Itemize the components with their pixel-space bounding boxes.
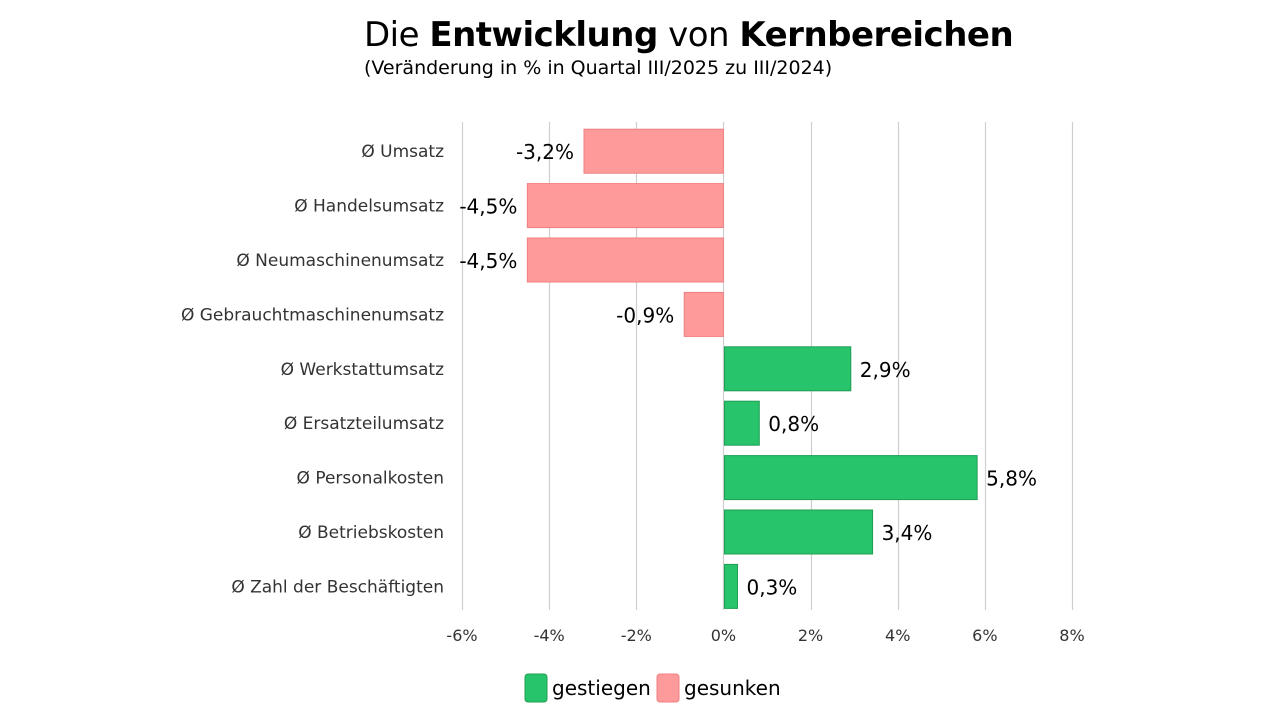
chart-subtitle: (Veränderung in % in Quartal III/2025 zu…: [364, 57, 833, 79]
category-label-8: Ø Zahl der Beschäftigten: [231, 577, 444, 597]
data-label-6: 5,8%: [986, 467, 1037, 491]
x-tick-label-4: 2%: [798, 626, 823, 645]
bar-2: [526, 237, 724, 283]
bar-1: [526, 183, 724, 229]
category-label-1: Ø Handelsumsatz: [294, 197, 444, 217]
category-label-3: Ø Gebrauchtmaschinenumsatz: [181, 305, 444, 325]
title-part-1: Die: [364, 15, 430, 55]
legend-swatch-0: [524, 673, 548, 703]
x-tick-label-2: -2%: [621, 626, 652, 645]
data-label-7: 3,4%: [882, 521, 933, 545]
x-tick-label-1: -4%: [534, 626, 565, 645]
title-part-2: Entwicklung: [429, 15, 658, 55]
data-label-8: 0,3%: [747, 575, 798, 599]
category-label-6: Ø Personalkosten: [297, 469, 444, 489]
bar-0: [583, 128, 724, 174]
data-label-3: -0,9%: [616, 303, 674, 327]
chart-title-block: Die Entwicklung von Kernbereichen (Verän…: [364, 14, 1264, 80]
category-label-0: Ø Umsatz: [361, 142, 444, 162]
bar-7: [723, 509, 874, 555]
data-label-1: -4,5%: [459, 195, 517, 219]
data-label-5: 0,8%: [768, 412, 819, 436]
x-tick-label-0: -6%: [446, 626, 477, 645]
bar-3: [683, 291, 724, 337]
x-tick-label-3: 0%: [711, 626, 736, 645]
category-label-7: Ø Betriebskosten: [298, 523, 444, 543]
category-label-2: Ø Neumaschinenumsatz: [236, 251, 444, 271]
bar-8: [723, 563, 739, 609]
legend-label-0: gestiegen: [552, 676, 651, 700]
chart-title: Die Entwicklung von Kernbereichen: [364, 14, 1264, 56]
bar-6: [723, 455, 978, 501]
legend-label-1: gesunken: [684, 676, 781, 700]
title-part-4: Kernbereichen: [739, 15, 1014, 55]
data-label-2: -4,5%: [459, 249, 517, 273]
x-tick-label-7: 8%: [1059, 626, 1084, 645]
title-part-3: von: [657, 15, 740, 55]
x-tick-label-5: 4%: [885, 626, 910, 645]
legend-swatch-1: [656, 673, 680, 703]
category-label-5: Ø Ersatzteilumsatz: [284, 414, 444, 434]
data-label-4: 2,9%: [860, 358, 911, 382]
bar-4: [723, 346, 852, 392]
x-tick-label-6: 6%: [972, 626, 997, 645]
bar-5: [723, 400, 760, 446]
category-label-4: Ø Werkstattumsatz: [281, 360, 444, 380]
data-label-0: -3,2%: [516, 140, 574, 164]
